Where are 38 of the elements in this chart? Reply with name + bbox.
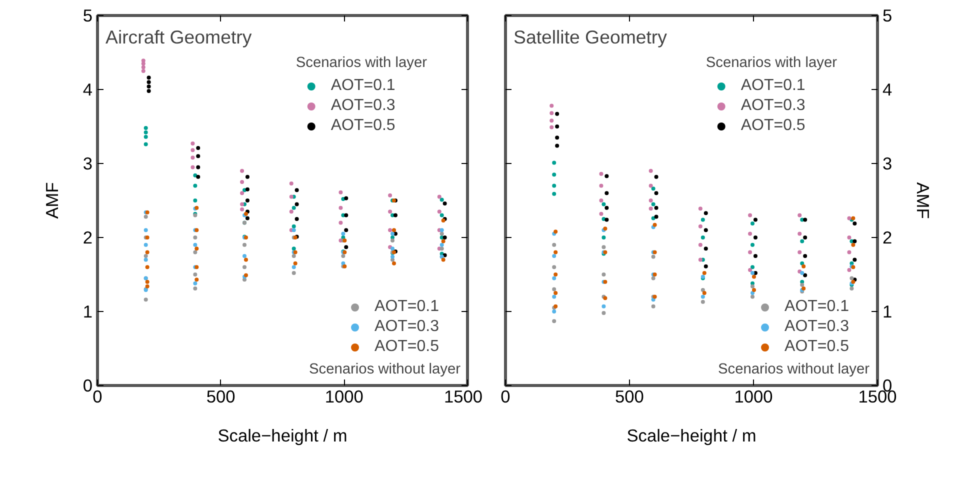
y-tick-label: 5 [82, 6, 93, 26]
x-tick-label: 0 [500, 386, 510, 406]
legend-label: AOT=0.1 [330, 77, 396, 95]
annotation: Scenarios without layer [308, 362, 461, 378]
x-tick-label: 1000 [734, 386, 773, 406]
x-tick-label: 500 [615, 386, 644, 406]
x-axis-title: Scale−height / m [218, 426, 348, 446]
y2-tick-label: 5 [882, 6, 892, 26]
legend-title: Scenarios with layer [296, 55, 427, 71]
text: Satellite Geometry [514, 26, 668, 48]
legend-label: AOT=0.5 [374, 338, 439, 356]
legend-label: AOT=0.3 [784, 318, 849, 336]
y2-axis-title: AMF [913, 182, 934, 219]
annotation: Scenarios without layer [718, 362, 870, 378]
y-tick-label: 3 [82, 154, 93, 174]
y-tick-label: 2 [82, 228, 93, 248]
y2-tick-label: 3 [882, 154, 892, 174]
y2-tick-label: 4 [882, 80, 892, 100]
y2-tick-label: 2 [882, 228, 892, 248]
legend-label: AOT=0.1 [784, 298, 849, 316]
legend-label: AOT=0.3 [374, 318, 439, 336]
x-tick-label: 1000 [324, 386, 364, 406]
y-axis-title: AMF [42, 182, 62, 219]
legend-label: AOT=0.3 [330, 97, 396, 115]
legend-label: AOT=0.1 [740, 77, 806, 95]
x-tick-label: 1500 [444, 386, 483, 406]
y-tick-label: 4 [82, 80, 93, 100]
text: Aircraft Geometry [106, 26, 252, 48]
y2-tick-label: 1 [882, 302, 892, 322]
legend-label: AOT=0.5 [740, 117, 806, 135]
legend-label: AOT=0.5 [330, 117, 396, 135]
legend-title: Scenarios with layer [706, 55, 837, 71]
legend-label: AOT=0.3 [740, 97, 806, 115]
legend-label: AOT=0.1 [374, 298, 439, 316]
legend-label: AOT=0.5 [784, 338, 849, 356]
y-tick-label: 1 [82, 302, 93, 322]
x-tick-label: 500 [206, 386, 236, 406]
x-axis-title: Scale−height / m [626, 426, 756, 446]
